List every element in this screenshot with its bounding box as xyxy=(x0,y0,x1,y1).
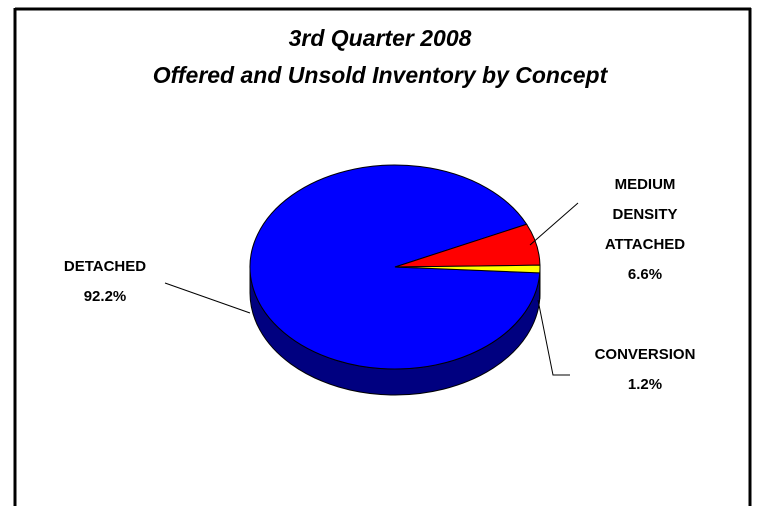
leader-line xyxy=(164,282,251,314)
category-label: DETACHED xyxy=(63,258,147,275)
category-label: CONVERSION xyxy=(594,346,696,363)
chart-title: 3rd Quarter 2008 xyxy=(289,25,472,51)
value-label: 6.6% xyxy=(627,266,663,283)
category-label: MEDIUM DENSITY ATTACHED xyxy=(604,176,686,253)
leader-line xyxy=(537,299,570,376)
value-label: 1.2% xyxy=(627,376,663,393)
leader-line xyxy=(529,202,579,246)
pie-slice xyxy=(394,264,541,274)
chart-subtitle: Offered and Unsold Inventory by Concept xyxy=(153,62,609,88)
pie-slice xyxy=(249,164,541,370)
value-label: 92.2% xyxy=(83,288,127,305)
